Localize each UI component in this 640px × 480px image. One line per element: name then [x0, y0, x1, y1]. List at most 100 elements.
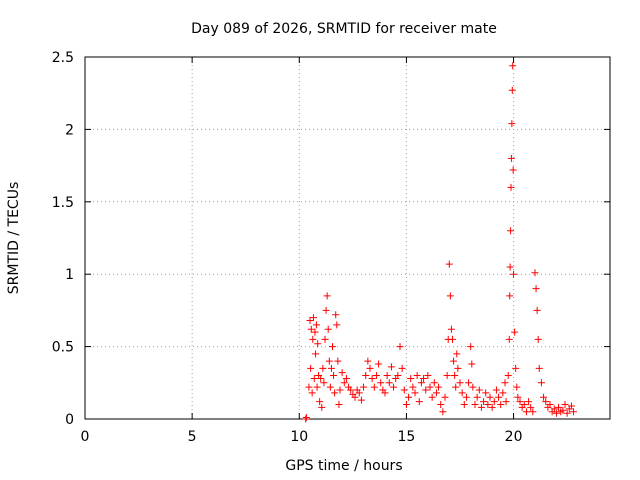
- data-point: [499, 389, 507, 397]
- data-point: [529, 408, 537, 416]
- data-point: [307, 364, 315, 372]
- data-point: [443, 372, 451, 380]
- data-point: [460, 401, 468, 409]
- data-point: [370, 383, 378, 391]
- data-point: [313, 383, 321, 391]
- data-point: [302, 414, 310, 422]
- data-point: [451, 372, 459, 380]
- data-point: [318, 403, 326, 411]
- axis-ticks: 0 5 10 15 20 0 0.5 1 1.5 2 2.5: [52, 50, 610, 445]
- data-point: [308, 389, 316, 397]
- data-point: [570, 408, 578, 416]
- data-point: [552, 409, 560, 417]
- data-point: [411, 389, 419, 397]
- data-point: [325, 357, 333, 365]
- x-axis-label: GPS time / hours: [285, 458, 402, 474]
- data-point: [400, 386, 408, 394]
- data-point: [309, 314, 317, 322]
- data-point: [321, 335, 329, 343]
- data-point: [340, 379, 348, 387]
- data-point: [458, 389, 466, 397]
- data-point: [465, 379, 473, 387]
- data-point: [362, 372, 370, 380]
- y-axis-label: SRMTID / TECUs: [6, 182, 22, 295]
- data-point: [453, 350, 461, 358]
- data-point: [364, 357, 372, 365]
- data-point: [454, 364, 462, 372]
- data-point: [527, 403, 535, 411]
- data-point: [342, 374, 350, 382]
- data-point: [504, 372, 512, 380]
- data-point: [402, 401, 410, 409]
- data-point: [426, 383, 434, 391]
- data-point: [314, 340, 322, 348]
- data-point: [366, 364, 374, 372]
- data-point: [324, 325, 332, 333]
- data-point: [488, 403, 496, 411]
- data-point: [507, 183, 515, 191]
- data-point: [484, 401, 492, 409]
- data-point: [333, 321, 341, 329]
- data-point: [514, 393, 522, 401]
- data-point: [387, 363, 395, 371]
- data-point: [507, 154, 515, 162]
- data-point: [407, 374, 415, 382]
- data-point: [542, 398, 550, 406]
- data-point: [347, 386, 355, 394]
- y-tick-label: 1.5: [52, 195, 74, 211]
- data-point: [525, 398, 533, 406]
- data-point: [432, 389, 440, 397]
- data-point: [506, 263, 514, 271]
- data-point: [507, 227, 515, 235]
- data-point: [335, 401, 343, 409]
- y-tick-label: 0: [65, 412, 74, 428]
- grid-lines: [85, 57, 610, 419]
- data-point: [480, 398, 488, 406]
- data-point: [512, 364, 520, 372]
- data-point: [331, 389, 339, 397]
- data-point: [317, 374, 325, 382]
- data-point: [534, 335, 542, 343]
- data-point: [309, 335, 317, 343]
- data-point: [510, 270, 518, 278]
- data-point: [473, 393, 481, 401]
- data-point: [390, 383, 398, 391]
- data-point: [535, 364, 543, 372]
- data-point: [312, 321, 320, 329]
- data-point: [323, 292, 331, 300]
- data-point: [509, 62, 517, 70]
- data-point: [409, 383, 417, 391]
- data-point: [449, 335, 456, 343]
- data-point: [462, 393, 470, 401]
- data-point: [394, 372, 402, 380]
- data-point: [516, 398, 524, 406]
- data-point: [428, 393, 436, 401]
- x-tick-label: 5: [188, 429, 197, 445]
- data-point: [405, 393, 413, 401]
- chart-title: Day 089 of 2026, SRMTID for receiver mat…: [191, 21, 497, 37]
- data-point: [375, 360, 383, 368]
- data-point: [330, 372, 338, 380]
- data-point: [383, 372, 391, 380]
- data-point: [435, 383, 443, 391]
- data-point: [502, 398, 510, 406]
- data-point: [381, 389, 389, 397]
- data-point: [537, 379, 545, 387]
- data-point: [424, 372, 432, 380]
- data-point: [351, 393, 359, 401]
- data-point: [495, 393, 503, 401]
- y-tick-label: 0.5: [52, 340, 74, 356]
- data-point: [456, 379, 464, 387]
- data-point: [475, 386, 483, 394]
- data-point: [396, 343, 404, 351]
- data-point: [430, 379, 438, 387]
- data-point: [469, 383, 477, 391]
- data-point: [531, 269, 539, 277]
- data-point: [357, 396, 365, 404]
- data-point: [555, 403, 563, 411]
- plot-area: [84, 56, 611, 420]
- data-point: [310, 374, 318, 382]
- data-point: [508, 120, 516, 128]
- data-point: [360, 383, 368, 391]
- data-point: [306, 317, 314, 325]
